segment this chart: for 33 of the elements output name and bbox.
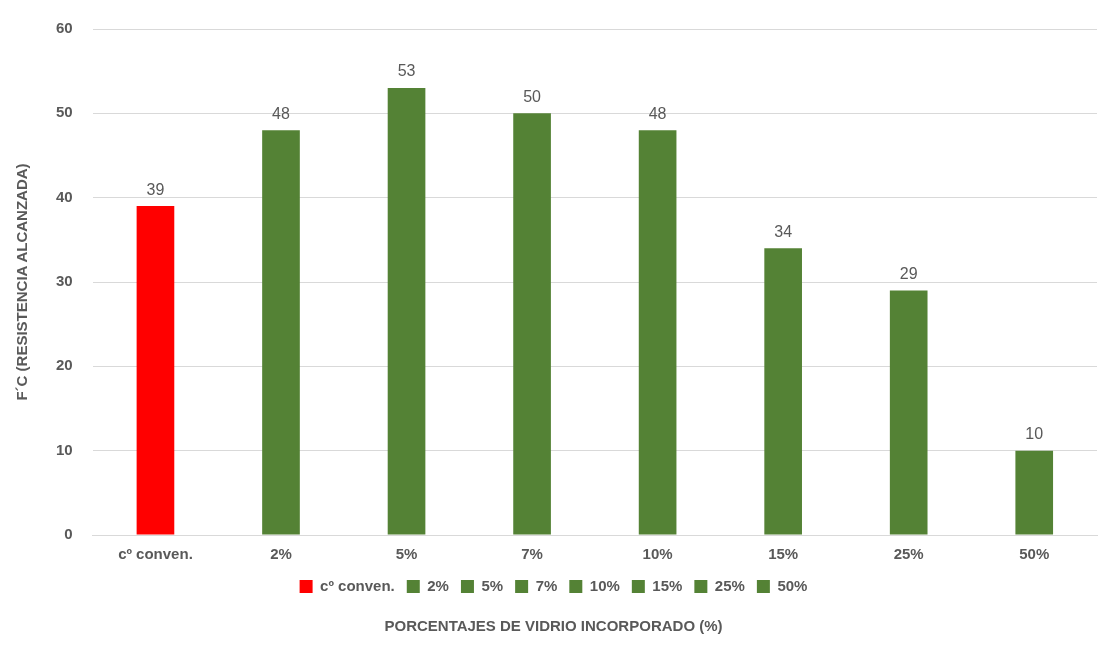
legend-label: 50% <box>777 576 808 594</box>
y-tick-label: 60 <box>56 19 73 37</box>
x-tick-label: 10% <box>642 545 673 563</box>
legend-label: 7% <box>535 576 558 594</box>
y-tick-label: 40 <box>56 187 73 205</box>
x-tick-label: 5% <box>395 545 418 563</box>
data-label: 29 <box>899 264 918 282</box>
legend-label: cº conven. <box>320 576 395 594</box>
x-tick-label: 15% <box>768 545 799 563</box>
y-tick-label: 10 <box>56 440 73 458</box>
legend-label: 15% <box>652 576 683 594</box>
data-label: 34 <box>774 222 793 240</box>
data-label: 50 <box>523 87 542 105</box>
x-tick-label: 25% <box>893 545 924 563</box>
y-tick-label: 20 <box>56 356 73 374</box>
x-tick-label: cº conven. <box>118 545 193 563</box>
legend-label: 10% <box>589 576 620 594</box>
y-axis-title: F´C (RESISTENCIA ALCANZADA) <box>13 163 31 401</box>
data-label: 48 <box>272 104 290 122</box>
legend-label: 25% <box>714 576 745 594</box>
data-label: 48 <box>648 104 667 122</box>
x-tick-label: 50% <box>1019 545 1050 563</box>
legend-label: 5% <box>481 576 504 594</box>
y-tick-label: 50 <box>56 103 73 121</box>
y-tick-label: 0 <box>64 525 73 543</box>
x-axis-title: PORCENTAJES DE VIDRIO INCORPORADO (%) <box>384 617 723 635</box>
y-tick-label: 30 <box>56 272 73 290</box>
data-label: 39 <box>146 180 165 198</box>
data-label: 10 <box>1025 425 1044 443</box>
x-tick-label: 2% <box>270 545 292 563</box>
legend-label: 2% <box>427 576 449 594</box>
x-tick-label: 7% <box>521 545 543 563</box>
data-label: 53 <box>397 62 416 80</box>
